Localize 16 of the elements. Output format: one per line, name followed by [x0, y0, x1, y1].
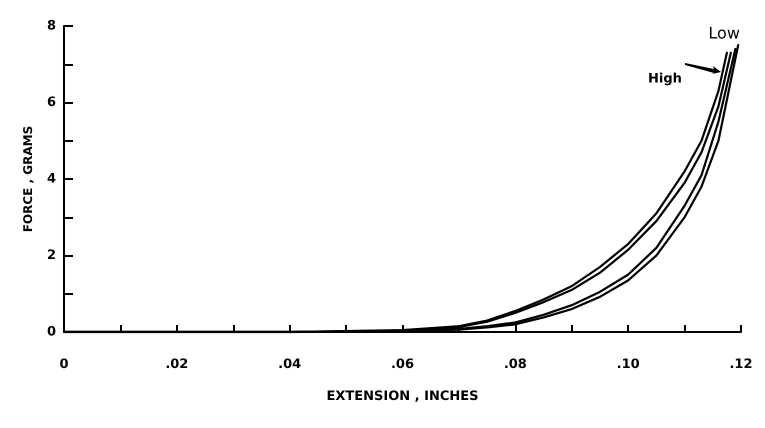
y-axis-title: FORCE , GRAMS [21, 126, 35, 232]
y-tick-label: 6 [46, 95, 56, 110]
y-tick-label: 2 [46, 248, 56, 263]
x-tick-label: 0 [59, 357, 69, 372]
y-tick-label: 8 [46, 18, 56, 34]
series-label: Low [708, 24, 740, 43]
x-tick-label: .04 [278, 357, 302, 372]
x-tick-label: .12 [729, 357, 753, 372]
x-axis-title: EXTENSION , INCHES [326, 389, 479, 404]
y-tick-label: 4 [46, 172, 56, 186]
x-tick-label: .10 [616, 357, 640, 372]
x-tick-label: .02 [165, 357, 188, 372]
x-tick-label: .06 [390, 357, 414, 372]
x-tick-label: .08 [504, 357, 527, 372]
y-tick-label: 0 [46, 324, 56, 340]
text: High [648, 71, 682, 86]
